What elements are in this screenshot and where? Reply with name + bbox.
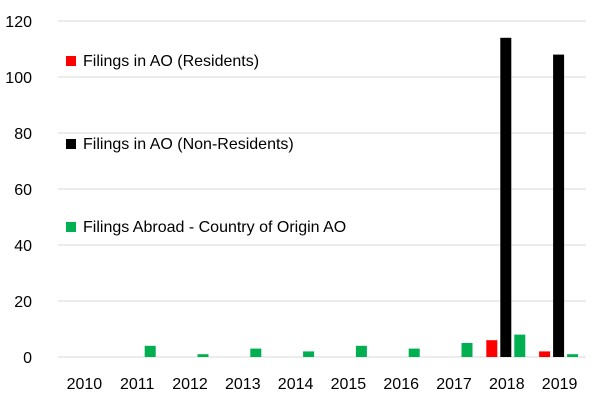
y-tick-label: 80 (14, 126, 32, 143)
legend-label: Filings in AO (Residents) (83, 53, 259, 70)
x-tick-label: 2016 (383, 376, 419, 393)
legend-label: Filings Abroad - Country of Origin AO (83, 219, 346, 236)
x-axis-ticks: 2010 2011 2012 2013 2014 2015 2016 2017 2018 2019 (67, 376, 578, 393)
bar-filings-in-ao-non-residents--2018 (500, 37, 512, 358)
y-tick-label: 20 (14, 294, 32, 311)
y-tick-label: 0 (23, 350, 32, 367)
x-tick-label: 2011 (120, 376, 155, 393)
x-tick-label: 2018 (489, 376, 525, 393)
bar-filings-abroad-country-of-origin-ao-2014 (303, 351, 315, 357)
gridlines (58, 20, 586, 358)
bar-filings-in-ao-residents--2018 (486, 340, 498, 357)
x-tick-label: 2014 (278, 376, 314, 393)
y-tick-label: 40 (14, 238, 32, 255)
bar-filings-abroad-country-of-origin-ao-2019 (567, 354, 579, 357)
bar-filings-abroad-country-of-origin-ao-2016 (408, 348, 420, 357)
legend-label: Filings in AO (Non-Residents) (83, 136, 294, 153)
y-tick-label: 120 (5, 14, 32, 31)
x-tick-label: 2010 (67, 376, 103, 393)
legend: Filings in AO (Residents) Filings in AO (… (66, 53, 346, 236)
legend-swatch (66, 139, 76, 149)
bar-filings-abroad-country-of-origin-ao-2018 (514, 334, 526, 357)
x-tick-label: 2015 (331, 376, 367, 393)
y-axis-ticks: 0 20 40 60 80 100 120 (5, 14, 32, 367)
legend-swatch (66, 56, 76, 66)
bar-filings-abroad-country-of-origin-ao-2017 (461, 343, 473, 357)
bar-filings-abroad-country-of-origin-ao-2012 (197, 354, 209, 357)
y-tick-label: 100 (5, 70, 32, 87)
x-tick-label: 2019 (542, 376, 578, 393)
bar-filings-abroad-country-of-origin-ao-2015 (355, 345, 367, 357)
legend-swatch (66, 222, 76, 232)
bars (144, 37, 579, 358)
y-tick-label: 60 (14, 182, 32, 199)
x-tick-label: 2013 (225, 376, 261, 393)
bar-filings-abroad-country-of-origin-ao-2011 (144, 345, 156, 357)
bar-filings-in-ao-non-residents--2019 (553, 54, 565, 357)
bar-filings-abroad-country-of-origin-ao-2013 (250, 348, 262, 357)
x-tick-label: 2017 (436, 376, 472, 393)
x-tick-label: 2012 (172, 376, 208, 393)
bar-filings-in-ao-residents--2019 (539, 351, 551, 357)
